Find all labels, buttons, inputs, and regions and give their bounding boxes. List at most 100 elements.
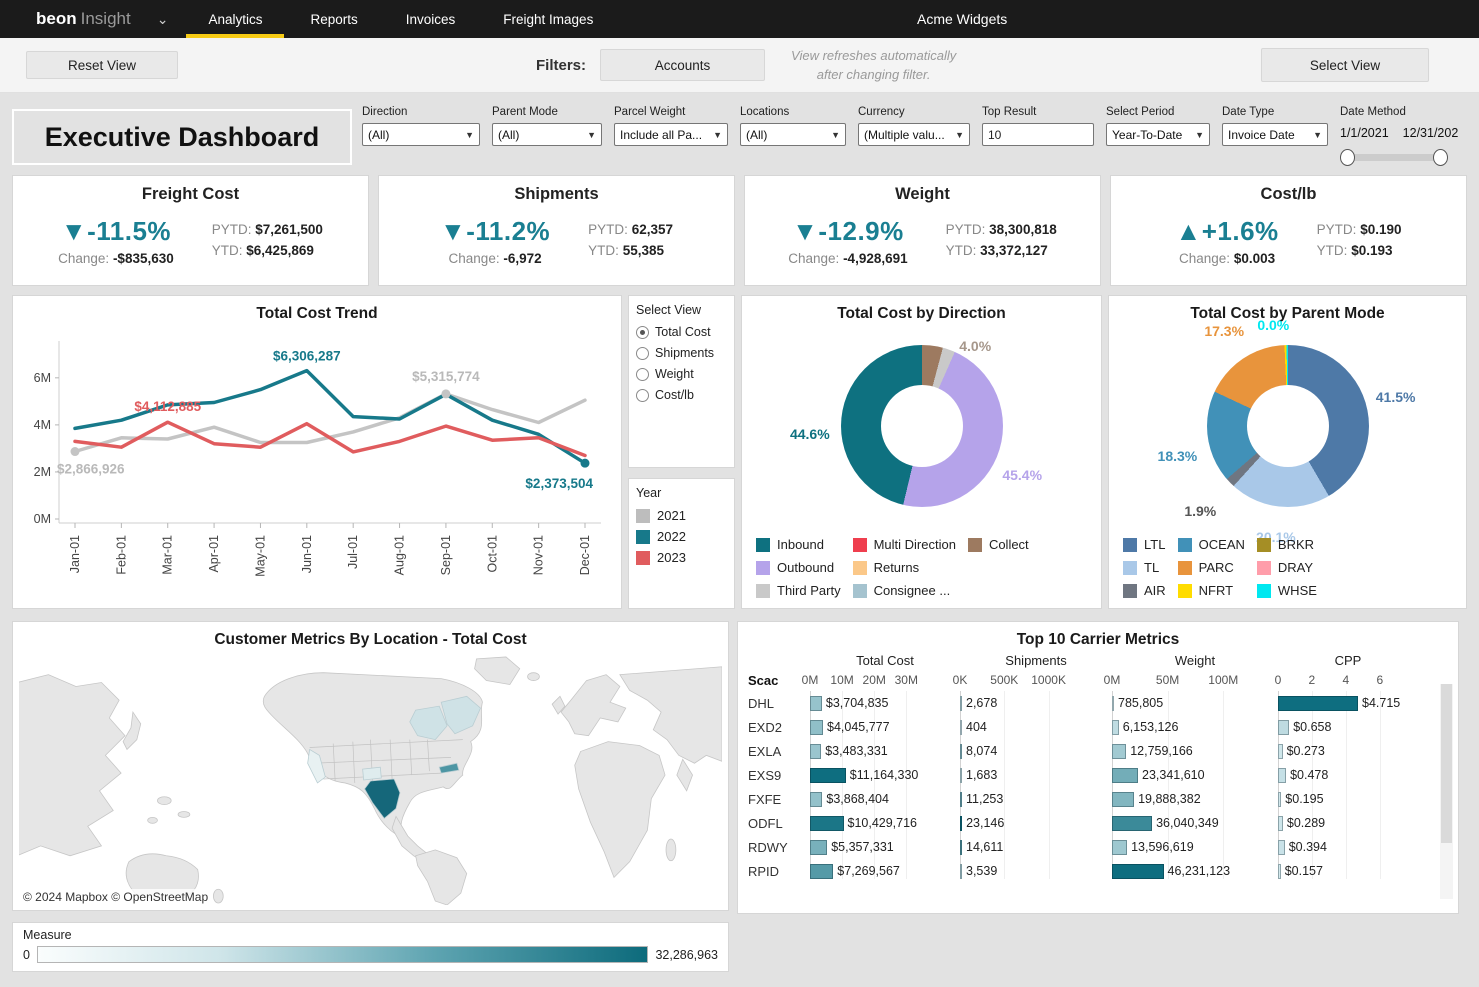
legend-item[interactable]: DRAY <box>1256 560 1317 575</box>
legend-item[interactable]: Consignee ... <box>852 583 956 598</box>
carrier-row-label[interactable]: RDWY <box>748 839 788 855</box>
tab-analytics[interactable]: Analytics <box>184 0 286 38</box>
carrier-bar-cell[interactable]: $3,868,404 <box>810 787 960 811</box>
select-view-button[interactable]: Select View <box>1261 48 1429 82</box>
carrier-row-label[interactable]: FXFE <box>748 791 782 807</box>
carrier-bar-cell[interactable]: $0.157 <box>1278 859 1418 883</box>
metric-bar[interactable] <box>810 767 846 783</box>
metric-bar[interactable] <box>810 839 828 855</box>
carrier-bar-cell[interactable]: 36,040,349 <box>1112 811 1278 835</box>
top-result-input[interactable]: 10 <box>982 123 1094 146</box>
carrier-row-label[interactable]: EXD2 <box>748 719 782 735</box>
metric-bar[interactable] <box>1278 839 1285 855</box>
metric-bar[interactable] <box>960 815 963 831</box>
direction-donut[interactable] <box>840 345 1003 507</box>
metric-bar[interactable] <box>960 863 962 879</box>
metric-bar[interactable] <box>810 719 823 735</box>
state-california[interactable] <box>307 748 326 784</box>
account-name[interactable]: Acme Widgets <box>917 11 1008 27</box>
carrier-bar-cell[interactable]: $0.394 <box>1278 835 1418 859</box>
legend-item[interactable]: PARC <box>1177 560 1245 575</box>
carrier-bar-cell[interactable]: 46,231,123 <box>1112 859 1278 883</box>
carrier-bar-cell[interactable]: $3,704,835 <box>810 691 960 715</box>
carrier-bar-cell[interactable]: 12,759,166 <box>1112 739 1278 763</box>
legend-item[interactable]: NFRT <box>1177 583 1245 598</box>
chevron-down-icon[interactable]: ⌄ <box>156 10 169 27</box>
metric-bar[interactable] <box>810 695 822 711</box>
legend-item[interactable]: Returns <box>852 560 956 575</box>
carrier-bar-cell[interactable]: 13,596,619 <box>1112 835 1278 859</box>
carrier-bar-cell[interactable]: 785,805 <box>1112 691 1278 715</box>
legend-item[interactable]: TL <box>1123 560 1166 575</box>
carrier-bar-cell[interactable]: 404 <box>960 715 1112 739</box>
measure-gradient-bar[interactable] <box>36 946 649 963</box>
carrier-row-label[interactable]: ODFL <box>748 815 783 831</box>
map-highlighted-states[interactable] <box>307 695 481 819</box>
mode-donut-chart[interactable]: 41.5% 20.1% 1.9% 18.3% 17.3% 0.0% <box>1109 317 1466 545</box>
metric-bar[interactable] <box>960 839 962 855</box>
legend-item[interactable]: AIR <box>1123 583 1166 598</box>
filter-date-type-select[interactable]: Invoice Date ▼ <box>1222 123 1328 146</box>
carrier-bar-cell[interactable]: 23,341,610 <box>1112 763 1278 787</box>
world-map[interactable] <box>19 653 722 905</box>
state-kansas[interactable] <box>362 766 382 781</box>
metric-bar[interactable] <box>1112 767 1138 783</box>
metric-bar[interactable] <box>810 791 823 807</box>
carrier-bar-cell[interactable]: 3,539 <box>960 859 1112 883</box>
year-legend-item[interactable]: 2023 <box>636 550 727 565</box>
metric-bar[interactable] <box>1112 839 1128 855</box>
metric-bar[interactable] <box>1278 863 1281 879</box>
carrier-bar-cell[interactable]: $10,429,716 <box>810 811 960 835</box>
metric-bar[interactable] <box>1278 695 1358 711</box>
metric-bar[interactable] <box>810 863 834 879</box>
state-ontario[interactable] <box>409 705 448 741</box>
carrier-bar-cell[interactable]: 6,153,126 <box>1112 715 1278 739</box>
tab-freight-images[interactable]: Freight Images <box>503 11 594 27</box>
date-range-slider[interactable] <box>1340 149 1448 166</box>
filter-direction-select[interactable]: (All) ▼ <box>362 123 480 146</box>
accounts-filter-button[interactable]: Accounts <box>600 49 766 81</box>
legend-item[interactable]: Outbound <box>756 560 841 575</box>
state-quebec[interactable] <box>440 695 481 735</box>
carrier-row-label[interactable]: EXS9 <box>748 767 782 783</box>
carrier-bar-cell[interactable]: $4,045,777 <box>810 715 960 739</box>
legend-item[interactable]: OCEAN <box>1177 537 1245 552</box>
mode-donut[interactable] <box>1206 345 1369 507</box>
reset-view-button[interactable]: Reset View <box>26 51 178 79</box>
carrier-bar-cell[interactable]: 23,146 <box>960 811 1112 835</box>
year-legend-item[interactable]: 2022 <box>636 529 727 544</box>
metric-bar[interactable] <box>1112 863 1164 879</box>
slider-handle-right[interactable] <box>1433 149 1448 166</box>
carrier-bar-cell[interactable]: $0.273 <box>1278 739 1418 763</box>
metric-bar[interactable] <box>960 767 962 783</box>
carrier-bar-cell[interactable]: $0.478 <box>1278 763 1418 787</box>
carrier-bar-cell[interactable]: $11,164,330 <box>810 763 960 787</box>
scrollbar-thumb[interactable] <box>1441 684 1452 844</box>
legend-item[interactable]: Collect <box>967 537 1029 552</box>
legend-item[interactable]: BRKR <box>1256 537 1317 552</box>
radio-icon[interactable] <box>636 325 649 339</box>
carrier-row-label[interactable]: EXLA <box>748 743 782 759</box>
radio-option-weight[interactable]: Weight <box>636 367 727 381</box>
carrier-bar-cell[interactable]: $0.289 <box>1278 811 1418 835</box>
carrier-bar-cell[interactable]: $0.195 <box>1278 787 1418 811</box>
metric-bar[interactable] <box>1278 743 1283 759</box>
carrier-scrollbar[interactable] <box>1440 684 1453 899</box>
metric-bar[interactable] <box>810 815 844 831</box>
radio-option-shipments[interactable]: Shipments <box>636 346 727 360</box>
metric-bar[interactable] <box>960 791 962 807</box>
metric-bar[interactable] <box>1278 767 1287 783</box>
radio-option-cost-lb[interactable]: Cost/lb <box>636 388 727 402</box>
carrier-row-label[interactable]: DHL <box>748 695 775 711</box>
state-texas[interactable] <box>364 778 401 819</box>
metric-bar[interactable] <box>1112 743 1127 759</box>
metric-bar[interactable] <box>1112 791 1135 807</box>
metric-bar[interactable] <box>960 719 962 735</box>
filter-parent-mode-select[interactable]: (All) ▼ <box>492 123 602 146</box>
metric-bar[interactable] <box>1112 719 1119 735</box>
metric-bar[interactable] <box>1278 815 1283 831</box>
radio-option-total-cost[interactable]: Total Cost <box>636 325 727 339</box>
legend-item[interactable]: WHSE <box>1256 583 1317 598</box>
carrier-bar-cell[interactable]: $5,357,331 <box>810 835 960 859</box>
legend-item[interactable]: Multi Direction <box>852 537 956 552</box>
